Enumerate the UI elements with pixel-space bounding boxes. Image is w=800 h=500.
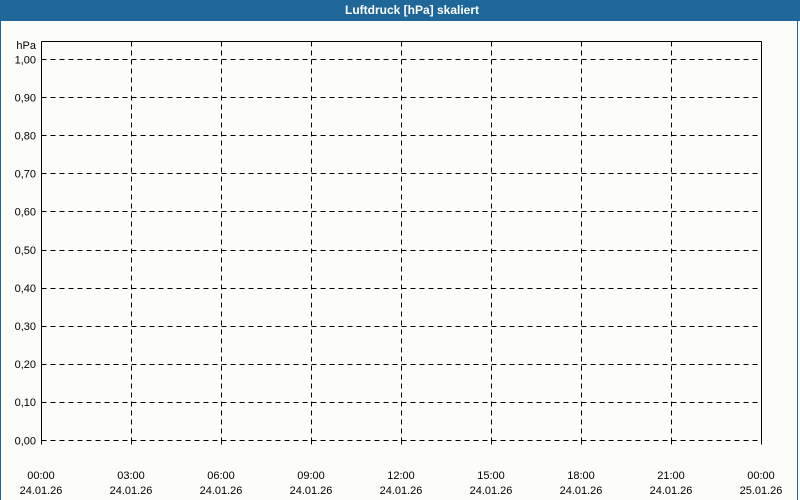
svg-text:0,90: 0,90 [15, 93, 36, 105]
svg-text:24.01.26: 24.01.26 [650, 485, 693, 497]
svg-text:0,10: 0,10 [15, 397, 36, 409]
svg-text:24.01.26: 24.01.26 [290, 485, 333, 497]
svg-text:15:00: 15:00 [477, 470, 505, 482]
svg-text:09:00: 09:00 [297, 470, 325, 482]
svg-text:0,70: 0,70 [15, 169, 36, 181]
svg-text:24.01.26: 24.01.26 [200, 485, 243, 497]
svg-text:18:00: 18:00 [567, 470, 595, 482]
svg-text:24.01.26: 24.01.26 [20, 485, 63, 497]
svg-text:0,80: 0,80 [15, 131, 36, 143]
svg-text:24.01.26: 24.01.26 [110, 485, 153, 497]
svg-text:0,50: 0,50 [15, 245, 36, 257]
svg-text:24.01.26: 24.01.26 [470, 485, 513, 497]
svg-text:21:00: 21:00 [657, 470, 685, 482]
svg-text:24.01.26: 24.01.26 [560, 485, 603, 497]
svg-text:0,40: 0,40 [15, 283, 36, 295]
svg-text:hPa: hPa [16, 40, 36, 52]
svg-text:0,60: 0,60 [15, 207, 36, 219]
svg-text:24.01.26: 24.01.26 [380, 485, 423, 497]
svg-text:0,00: 0,00 [15, 436, 36, 448]
svg-text:0,30: 0,30 [15, 321, 36, 333]
svg-text:25.01.26: 25.01.26 [740, 485, 783, 497]
svg-text:03:00: 03:00 [117, 470, 145, 482]
svg-text:12:00: 12:00 [387, 470, 415, 482]
svg-text:06:00: 06:00 [207, 470, 235, 482]
svg-text:0,20: 0,20 [15, 359, 36, 371]
svg-text:00:00: 00:00 [27, 470, 55, 482]
svg-text:1,00: 1,00 [15, 55, 36, 67]
svg-text:00:00: 00:00 [747, 470, 775, 482]
